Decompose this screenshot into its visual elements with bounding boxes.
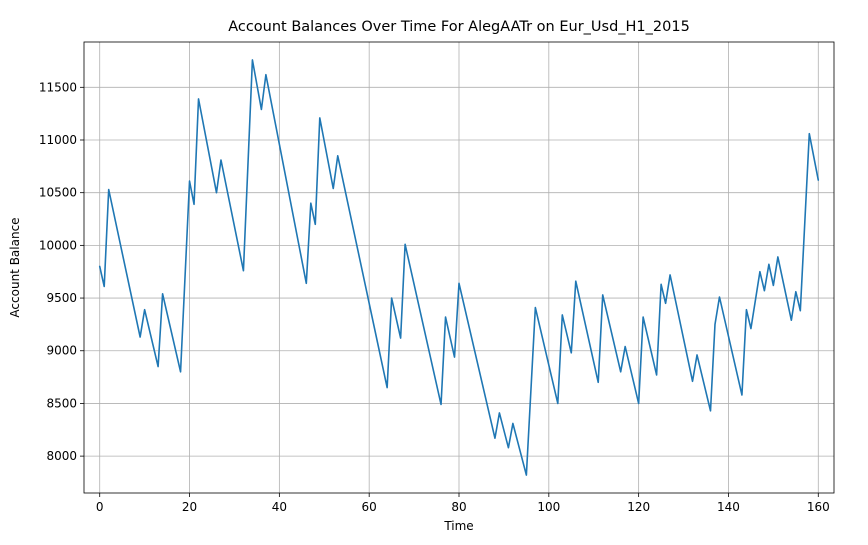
y-tick-label: 9500 <box>46 291 77 305</box>
account-balance-line <box>98 59 820 476</box>
y-tick-label: 8000 <box>46 449 77 463</box>
y-tick-label: 9000 <box>46 344 77 358</box>
y-tick-label: 11500 <box>39 80 77 94</box>
x-axis-label: Time <box>443 519 473 533</box>
x-tick-label: 100 <box>537 500 560 514</box>
grid <box>84 42 834 493</box>
x-tick-label: 160 <box>807 500 830 514</box>
chart-title: Account Balances Over Time For AlegAATr … <box>228 19 690 35</box>
x-tick-label: 80 <box>451 500 466 514</box>
axis-ticks: 0 20 40 60 80 100 120 140 160 8000 8500 9000 9500 100… <box>39 80 830 514</box>
y-tick-label: 10000 <box>39 238 77 252</box>
x-tick-label: 0 <box>96 500 104 514</box>
x-tick-label: 60 <box>362 500 377 514</box>
y-tick-label: 8500 <box>46 396 77 410</box>
y-axis-label: Account Balance <box>8 217 22 317</box>
x-tick-label: 40 <box>272 500 287 514</box>
x-tick-label: 20 <box>182 500 197 514</box>
y-tick-label: 10500 <box>39 186 77 200</box>
y-tick-label: 11000 <box>39 133 77 147</box>
x-tick-label: 140 <box>717 500 740 514</box>
x-tick-label: 120 <box>627 500 650 514</box>
plot-frame <box>83 41 835 494</box>
